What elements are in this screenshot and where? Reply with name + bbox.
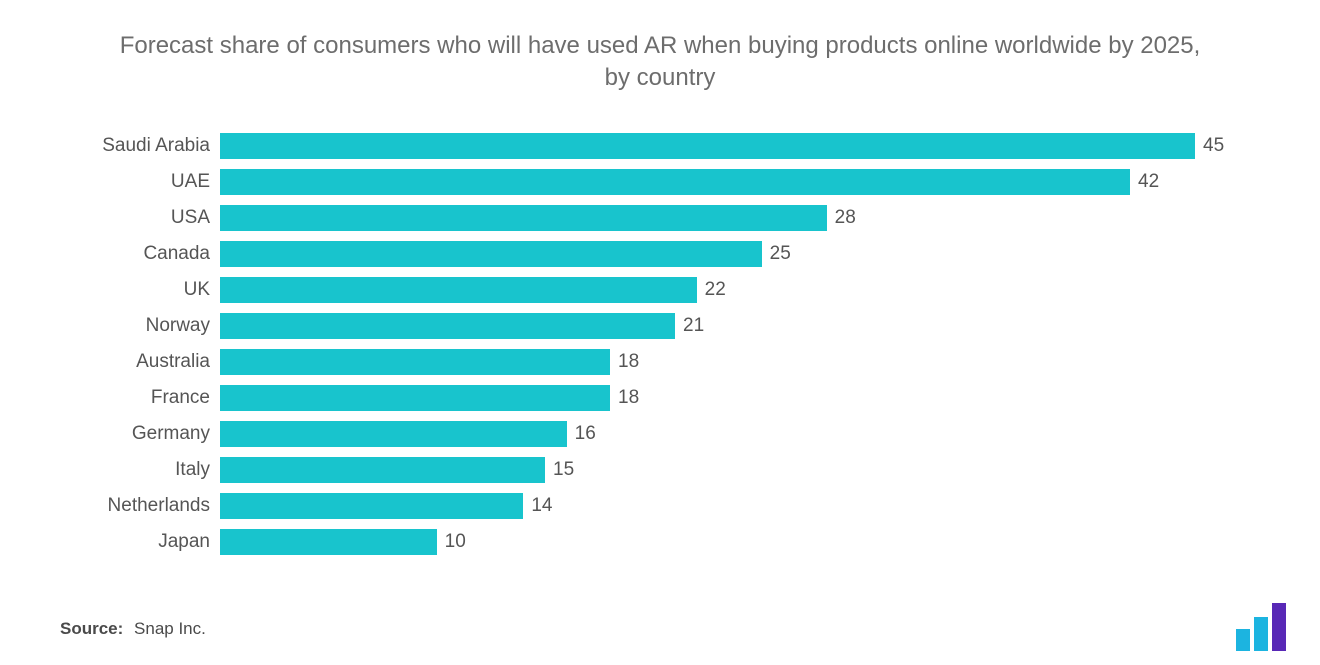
bar-row: Netherlands 14 [60,489,1260,523]
category-label: Australia [60,351,220,373]
bar-track: 18 [220,345,1260,379]
bar [220,493,523,519]
bar-track: 16 [220,417,1260,451]
bar [220,205,827,231]
bar-row: Italy 15 [60,453,1260,487]
bar [220,277,697,303]
logo-bar [1272,603,1286,651]
value-label: 18 [610,351,639,373]
category-label: Norway [60,315,220,337]
bar-row: Australia 18 [60,345,1260,379]
bar-row: Canada 25 [60,237,1260,271]
bar [220,385,610,411]
value-label: 15 [545,459,574,481]
bar-track: 18 [220,381,1260,415]
bar-chart: Saudi Arabia 45 UAE 42 USA 28 Canada 25 UK 22 Norw… [60,129,1260,559]
bar-track: 42 [220,165,1260,199]
category-label: Canada [60,243,220,265]
bar [220,457,545,483]
chart-title: Forecast share of consumers who will hav… [110,30,1210,95]
bar-track: 14 [220,489,1260,523]
category-label: UAE [60,171,220,193]
chart-container: Forecast share of consumers who will hav… [0,0,1320,665]
category-label: Netherlands [60,495,220,517]
bar [220,349,610,375]
value-label: 18 [610,387,639,409]
value-label: 21 [675,315,704,337]
logo-bar [1236,629,1250,651]
logo-bar [1254,617,1268,651]
bar-row: UK 22 [60,273,1260,307]
bar [220,529,437,555]
category-label: Germany [60,423,220,445]
source-line: Source: Snap Inc. [60,619,206,639]
source-label: Source: [60,619,123,638]
bar [220,313,675,339]
bar [220,133,1195,159]
bar-row: USA 28 [60,201,1260,235]
value-label: 25 [762,243,791,265]
category-label: Saudi Arabia [60,135,220,157]
bar-track: 10 [220,525,1260,559]
bar-row: France 18 [60,381,1260,415]
category-label: France [60,387,220,409]
bar-track: 45 [220,129,1260,163]
bar-row: Norway 21 [60,309,1260,343]
bar-track: 22 [220,273,1260,307]
value-label: 42 [1130,171,1159,193]
category-label: Italy [60,459,220,481]
bar-row: Saudi Arabia 45 [60,129,1260,163]
category-label: USA [60,207,220,229]
value-label: 45 [1195,135,1224,157]
value-label: 16 [567,423,596,445]
bar-track: 28 [220,201,1260,235]
value-label: 10 [437,531,466,553]
brand-logo [1236,603,1286,651]
value-label: 28 [827,207,856,229]
category-label: UK [60,279,220,301]
source-value: Snap Inc. [134,619,206,638]
bar-track: 25 [220,237,1260,271]
category-label: Japan [60,531,220,553]
bar [220,169,1130,195]
value-label: 22 [697,279,726,301]
bar-row: Japan 10 [60,525,1260,559]
bar-track: 21 [220,309,1260,343]
bar-track: 15 [220,453,1260,487]
bar-row: Germany 16 [60,417,1260,451]
bar-row: UAE 42 [60,165,1260,199]
bar [220,421,567,447]
bar [220,241,762,267]
value-label: 14 [523,495,552,517]
